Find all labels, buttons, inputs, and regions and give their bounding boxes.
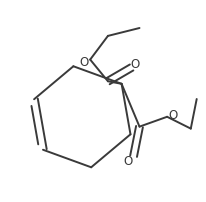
Text: O: O — [123, 154, 132, 167]
Text: O: O — [130, 58, 139, 71]
Text: O: O — [80, 56, 89, 69]
Text: O: O — [168, 109, 178, 122]
